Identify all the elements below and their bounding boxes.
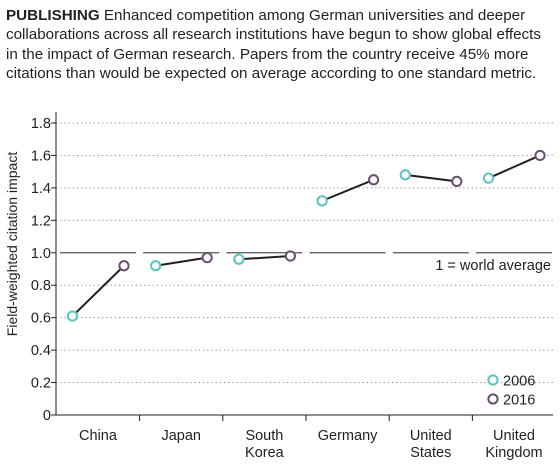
x-category-label-line: Germany — [318, 428, 378, 444]
point-2006 — [482, 172, 495, 184]
axis-layer: 0 0.2 0.4 0.6 0.8 1.0 1.2 1.4 1.6 1.8 China Japan So… — [31, 112, 553, 461]
change-line — [71, 265, 125, 317]
change-line — [405, 173, 457, 183]
grid-layer — [56, 122, 553, 384]
x-category-label: Germany — [318, 428, 378, 444]
y-tick-label: 0 — [43, 408, 51, 424]
x-category-label: United States — [410, 428, 452, 461]
legend: 2006 2016 — [487, 374, 535, 409]
x-category-label: China — [79, 428, 118, 444]
point-2016 — [368, 174, 380, 186]
x-category-label: Japan — [161, 428, 201, 444]
x-category-label-line: United — [493, 428, 535, 444]
point-2006 — [66, 310, 79, 322]
y-axis-label: Field-weighted citation impact — [4, 152, 20, 337]
point-2016 — [534, 149, 546, 162]
y-tick-label: 0.4 — [31, 343, 51, 359]
x-category-label-line: China — [79, 428, 118, 444]
change-line — [488, 154, 541, 180]
point-2006 — [233, 253, 245, 265]
y-tick-label: 0.2 — [31, 376, 51, 392]
x-category-label-line: United — [410, 428, 452, 444]
x-category-label-line: Japan — [161, 428, 201, 444]
caption-lead: PUBLISHING — [6, 7, 100, 24]
point-2016 — [201, 252, 213, 264]
x-category-label-line: Kingdom — [485, 445, 542, 461]
y-tick-label: 1.8 — [31, 116, 51, 132]
change-line — [155, 256, 208, 267]
y-tick-label: 1.6 — [31, 148, 51, 164]
reference-line-label: 1 = world average — [435, 258, 551, 274]
reference-layer: 1 = world average — [60, 252, 552, 274]
y-tick-label: 1.2 — [31, 213, 51, 229]
y-tick-label: 1.4 — [31, 181, 51, 197]
x-category-label: South Korea — [245, 428, 285, 461]
data-layer — [66, 149, 546, 322]
point-2016 — [284, 250, 296, 262]
legend-label: 2006 — [503, 374, 535, 390]
legend-label: 2016 — [503, 393, 535, 409]
change-line — [238, 255, 291, 261]
y-tick-label: 1.0 — [31, 246, 51, 262]
x-category-label: United Kingdom — [485, 428, 542, 461]
point-2006 — [399, 169, 411, 181]
legend-marker-2006 — [487, 374, 499, 386]
point-2016 — [451, 175, 463, 187]
legend-marker-2016 — [487, 393, 499, 405]
chart-caption: PUBLISHING Enhanced competition among Ge… — [6, 6, 554, 84]
point-2016 — [118, 260, 130, 272]
point-2006 — [316, 195, 328, 207]
y-tick-label: 0.8 — [31, 278, 51, 294]
x-category-label-line: Korea — [245, 445, 285, 461]
x-category-label-line: South — [245, 428, 283, 444]
change-line — [321, 178, 374, 202]
y-tick-label: 0.6 — [31, 311, 51, 327]
x-category-label-line: States — [410, 445, 451, 461]
point-2006 — [150, 260, 162, 272]
caption-text: Enhanced competition among German univer… — [6, 7, 541, 83]
